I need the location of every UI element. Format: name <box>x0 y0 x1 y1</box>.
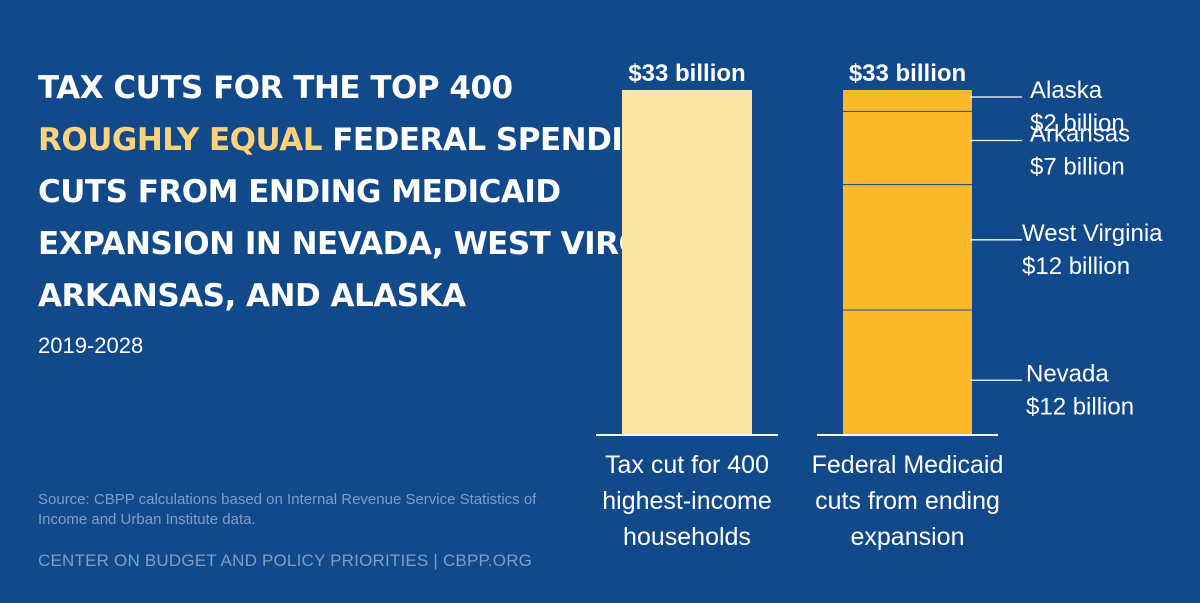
title-line-2: roughly equal federal spending <box>38 114 673 166</box>
bar-segment-alaska <box>843 90 972 111</box>
segment-label-name: Alaska <box>1030 77 1103 104</box>
category-label-line: Tax cut for 400 <box>605 451 769 479</box>
bar-total-label: $33 billion <box>849 60 966 87</box>
bar-total-label: $33 billion <box>628 60 745 87</box>
category-label-line: highest-income <box>602 487 772 515</box>
chart-title: Tax cuts for the top 400 roughly equal f… <box>38 62 727 322</box>
segment-label-value: $12 billion <box>1026 393 1134 420</box>
bar-segment-tax-cut <box>622 90 752 435</box>
bar-segment-nevada <box>843 309 972 435</box>
title-accent: roughly equal <box>38 122 322 158</box>
title-line-5: Arkansas, and Alaska <box>38 278 466 314</box>
footer-credit: CENTER ON BUDGET AND POLICY PRIORITIES |… <box>38 551 533 570</box>
bar-segment-arkansas <box>843 110 972 185</box>
segment-label-value: $7 billion <box>1030 154 1125 181</box>
segment-label-value: $2 billion <box>1030 110 1125 137</box>
category-label-line: Federal Medicaid <box>812 451 1004 479</box>
segment-label-value: $12 billion <box>1022 253 1130 280</box>
category-label-line: cuts from ending <box>815 487 1000 515</box>
segment-label-name: West Virginia <box>1022 220 1163 247</box>
segment-label-name: Arkansas <box>1030 121 1130 148</box>
category-label-line: expansion <box>851 523 965 551</box>
bar-segment-west-virginia <box>843 184 972 310</box>
title-line-1: Tax cuts for the top 400 <box>38 70 513 106</box>
title-line-3: cuts from ending Medicaid <box>38 174 561 210</box>
category-label-line: households <box>623 523 751 551</box>
segment-label-name: Nevada <box>1026 360 1109 387</box>
title-line-2-rest: federal spending <box>321 122 673 158</box>
source-note: Source: CBPP calculations based on Inter… <box>38 491 537 528</box>
subtitle-years: 2019-2028 <box>38 333 144 358</box>
